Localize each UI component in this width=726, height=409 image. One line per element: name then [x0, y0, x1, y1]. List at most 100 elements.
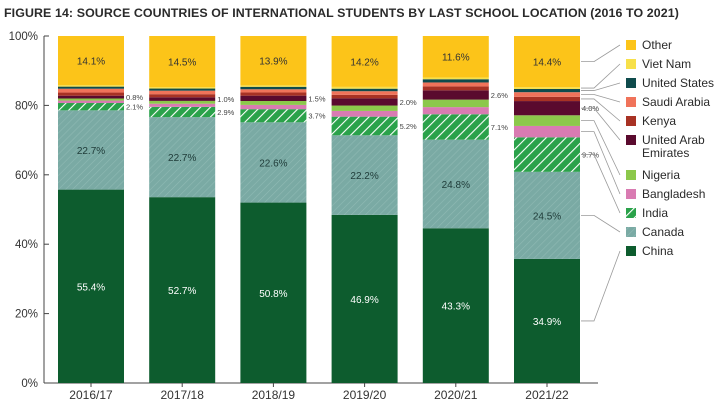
data-label-china: 50.8% [259, 289, 287, 300]
bar-other-2021-22 [514, 36, 580, 88]
bar-bangladesh-2017-18 [149, 103, 216, 107]
y-tick-label: 40% [15, 239, 38, 251]
bar-viet-nam-2021-22 [514, 87, 580, 89]
bar-india-2016-17 [58, 103, 124, 111]
data-label-canada: 22.2% [350, 171, 378, 182]
data-label-india: 5.2% [400, 122, 417, 131]
data-label-united-arab-emirates: 2.0% [400, 98, 417, 107]
bar-kenya-2019-20 [331, 94, 398, 99]
bar-kenya-2018-19 [240, 92, 307, 96]
bar-other-2016-17 [58, 36, 124, 86]
data-label-india: 2.9% [217, 108, 234, 117]
x-tick-label: 2016/17 [69, 388, 113, 402]
bar-bangladesh-2019-20 [331, 110, 398, 117]
bar-india-2019-20 [331, 116, 398, 136]
bar-nigeria-2016-17 [58, 98, 124, 101]
label-layer: 55.4% 22.7% 2.1%0.8% 14.1% 52.7% 22.7% 2.9% 1.0… [77, 53, 600, 328]
bar-saudi-arabia-2021-22 [514, 92, 580, 97]
bar-united-arab-emirates-2017-18 [149, 97, 216, 101]
legend-item-nigeria: Nigeria [626, 168, 680, 182]
bar-nigeria-2020-21 [422, 99, 489, 108]
bar-china-2020-21 [422, 228, 489, 383]
bar-united-arab-emirates-2016-17 [58, 95, 124, 99]
data-label-china: 46.9% [350, 295, 378, 306]
bar-nigeria-2021-22 [514, 115, 580, 126]
bar-nigeria-2017-18 [149, 100, 216, 104]
legend-swatch [626, 135, 636, 145]
data-label-united-arab-emirates: 0.8% [126, 93, 143, 102]
bar-viet-nam-2017-18 [149, 87, 216, 89]
legend: Other Viet Nam United States Saudi Arabia Ke… [581, 38, 714, 322]
data-label-united-arab-emirates: 1.5% [308, 94, 325, 103]
data-label-united-arab-emirates: 1.0% [217, 95, 234, 104]
legend-label: Bangladesh [642, 187, 705, 201]
bar-india-2018-19 [240, 109, 307, 123]
legend-swatch [626, 40, 636, 50]
legend-label: India [642, 206, 668, 220]
bar-nigeria-2019-20 [331, 105, 398, 111]
bar-viet-nam-2020-21 [422, 77, 489, 80]
data-label-canada: 22.7% [168, 153, 196, 164]
bar-canada-2019-20 [331, 135, 398, 215]
data-label-india: 3.7% [308, 112, 325, 121]
x-tick-label: 2018/19 [252, 388, 296, 402]
legend-swatch [626, 78, 636, 88]
y-tick-label: 80% [15, 100, 38, 112]
legend-label: United Arab Emirates [642, 133, 705, 160]
data-label-canada: 22.7% [77, 146, 105, 157]
data-label-china: 43.3% [442, 302, 470, 313]
data-label-other: 14.4% [533, 58, 561, 69]
legend-connector-nigeria [581, 120, 621, 176]
bar-kenya-2017-18 [149, 94, 216, 98]
bar-united-arab-emirates-2018-19 [240, 95, 307, 101]
bar-india-2020-21 [422, 114, 489, 140]
bar-canada-2021-22 [514, 171, 580, 259]
bar-canada-2018-19 [240, 122, 307, 203]
legend-connector-canada [581, 214, 621, 233]
data-label-india: 9.7% [582, 151, 599, 160]
legend-swatch [626, 227, 636, 237]
legend-item-united-arab-emirates: United Arab Emirates [626, 133, 705, 160]
legend-item-canada: Canada [626, 225, 684, 239]
bar-china-2019-20 [331, 214, 398, 383]
y-tick-label: 20% [15, 309, 38, 321]
bar-india-2021-22 [514, 137, 580, 172]
bar-united-arab-emirates-2019-20 [331, 98, 398, 106]
axis-layer: 0% 20% 40% 60% 80% 100% 2016/17 2017/18 2018/19 2… [9, 31, 598, 402]
legend-item-united-states: United States [626, 76, 714, 90]
bar-bangladesh-2016-17 [58, 100, 124, 104]
bar-india-2017-18 [149, 106, 216, 118]
legend-label: China [642, 244, 674, 258]
data-label-china: 34.9% [533, 317, 561, 328]
data-label-canada: 22.6% [259, 158, 287, 169]
legend-label: Viet Nam [642, 57, 691, 71]
y-tick-label: 60% [15, 170, 38, 182]
bar-united-arab-emirates-2021-22 [514, 101, 580, 116]
bar-united-arab-emirates-2020-21 [422, 90, 489, 100]
legend-connector-other [581, 44, 621, 62]
legend-label: Nigeria [642, 168, 680, 182]
x-tick-label: 2020/21 [434, 388, 478, 402]
data-label-united-arab-emirates: 2.6% [491, 91, 508, 100]
bar-kenya-2016-17 [58, 92, 124, 96]
data-label-other: 11.6% [442, 53, 470, 64]
bar-other-2017-18 [149, 36, 216, 88]
legend-item-saudi-arabia: Saudi Arabia [626, 95, 710, 109]
bar-canada-2017-18 [149, 117, 216, 198]
legend-item-bangladesh: Bangladesh [626, 187, 705, 201]
legend-swatch [626, 246, 636, 256]
data-label-other: 14.5% [168, 58, 196, 69]
bar-united-states-2021-22 [514, 88, 580, 93]
bar-united-states-2020-21 [422, 79, 489, 83]
bar-nigeria-2018-19 [240, 100, 307, 105]
bar-saudi-arabia-2019-20 [331, 91, 398, 95]
bar-united-states-2017-18 [149, 88, 216, 91]
x-tick-label: 2017/18 [161, 388, 205, 402]
data-label-china: 55.4% [77, 282, 105, 293]
bar-kenya-2021-22 [514, 96, 580, 102]
legend-item-viet-nam: Viet Nam [626, 57, 691, 71]
data-label-other: 14.1% [77, 57, 105, 68]
legend-label: Kenya [642, 114, 676, 128]
